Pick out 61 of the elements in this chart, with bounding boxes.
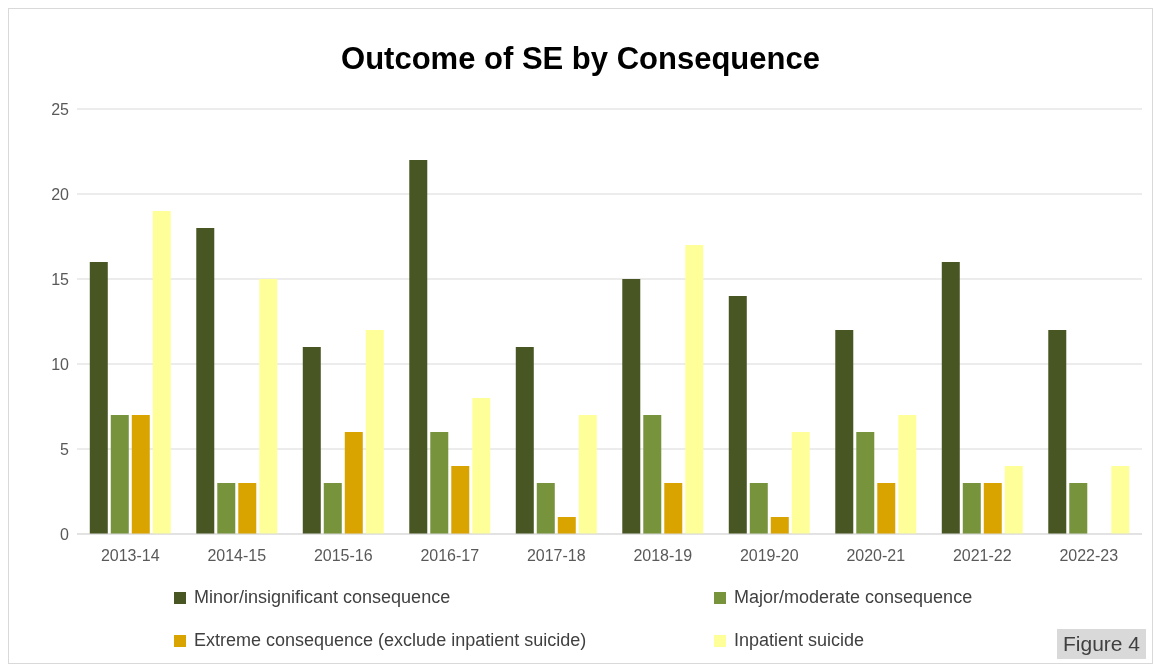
bar — [685, 245, 704, 534]
x-tick-label: 2018-19 — [633, 547, 693, 565]
bar — [557, 517, 576, 534]
y-tick-label: 20 — [51, 185, 70, 203]
x-tick-label: 2014-15 — [207, 547, 267, 565]
chart-title: Outcome of SE by Consequence — [340, 41, 821, 77]
bar — [323, 483, 342, 534]
legend-label: Minor/insignificant consequence — [194, 587, 451, 608]
x-tick-label: 2013-14 — [100, 547, 160, 565]
bar — [941, 262, 960, 534]
bar — [877, 483, 896, 534]
x-tick-label: 2016-17 — [420, 547, 480, 565]
x-tick-label: 2017-18 — [526, 547, 586, 565]
y-tick-label: 10 — [51, 355, 70, 373]
bar — [217, 483, 236, 534]
bar — [259, 279, 278, 534]
bar — [344, 432, 363, 534]
legend-label: Major/moderate consequence — [734, 587, 973, 608]
bar — [238, 483, 257, 534]
bar — [1069, 483, 1088, 534]
bar — [791, 432, 810, 534]
bar — [622, 279, 641, 534]
y-tick-label: 5 — [60, 440, 70, 458]
bar — [472, 398, 491, 534]
bar — [89, 262, 108, 534]
bar — [1048, 330, 1067, 534]
y-tick-label: 0 — [60, 525, 70, 543]
bar — [430, 432, 449, 534]
x-tick-label: 2015-16 — [313, 547, 373, 565]
bar — [856, 432, 875, 534]
bar — [152, 211, 171, 534]
bar — [110, 415, 129, 534]
x-tick-label: 2020-21 — [846, 547, 906, 565]
bar — [365, 330, 384, 534]
bar — [770, 517, 789, 534]
caption: Figure 4 — [1056, 629, 1146, 659]
bar — [643, 415, 662, 534]
bar — [536, 483, 555, 534]
y-tick-label: 15 — [51, 270, 70, 288]
x-tick-label: 2021-22 — [952, 547, 1012, 565]
bar — [131, 415, 150, 534]
bar — [578, 415, 597, 534]
bar — [835, 330, 854, 534]
bar — [983, 483, 1002, 534]
legend-label: Extreme consequence (exclude inpatient suicide) — [194, 630, 587, 651]
bar — [515, 347, 534, 534]
bar — [664, 483, 683, 534]
x-tick-label: 2019-20 — [739, 547, 799, 565]
bar — [1111, 466, 1130, 534]
bar — [196, 228, 215, 534]
bar — [898, 415, 917, 534]
bar — [962, 483, 981, 534]
x-tick-label: 2022-23 — [1059, 547, 1119, 565]
bar — [451, 466, 470, 534]
y-tick-label: 25 — [51, 100, 70, 118]
bar — [1004, 466, 1023, 534]
bar — [749, 483, 768, 534]
bar — [728, 296, 747, 534]
legend-label: Inpatient suicide — [734, 630, 865, 651]
bar — [409, 160, 428, 534]
bar — [302, 347, 321, 534]
